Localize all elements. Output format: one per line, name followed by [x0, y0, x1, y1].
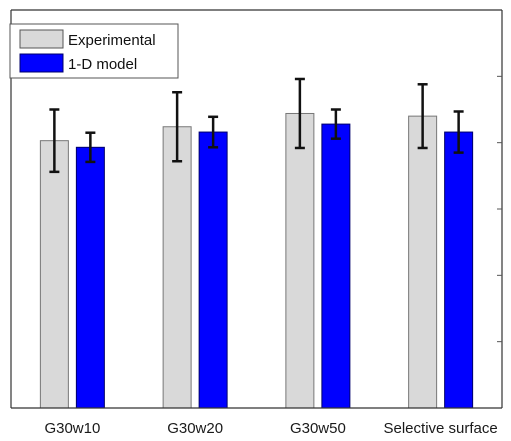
x-tick-label: G30w20 — [167, 420, 223, 437]
x-tick-labels: G30w10 G30w20 G30w50 Selective surface — [44, 420, 497, 437]
error-bars-layer — [49, 77, 464, 174]
bar-experimental — [285, 112, 315, 409]
y-axis-ticks — [497, 75, 502, 343]
bar-1d-model — [198, 131, 228, 409]
bars-layer — [39, 112, 474, 409]
x-tick-label: Selective surface — [384, 420, 498, 437]
bar-experimental — [408, 115, 438, 409]
legend: Experimental 1-D model — [9, 23, 179, 79]
legend-label-experimental: Experimental — [68, 32, 156, 49]
bar-1d-model — [321, 123, 351, 409]
legend-swatch-1d-model — [19, 53, 64, 73]
legend-swatch-experimental — [19, 29, 64, 49]
bar-experimental — [39, 140, 69, 409]
legend-label-1d-model: 1-D model — [68, 56, 137, 73]
bar-1d-model — [444, 131, 474, 409]
x-tick-label: G30w50 — [290, 420, 346, 437]
bar-experimental — [162, 126, 192, 409]
x-tick-label: G30w10 — [44, 420, 100, 437]
bar-1d-model — [75, 146, 105, 409]
